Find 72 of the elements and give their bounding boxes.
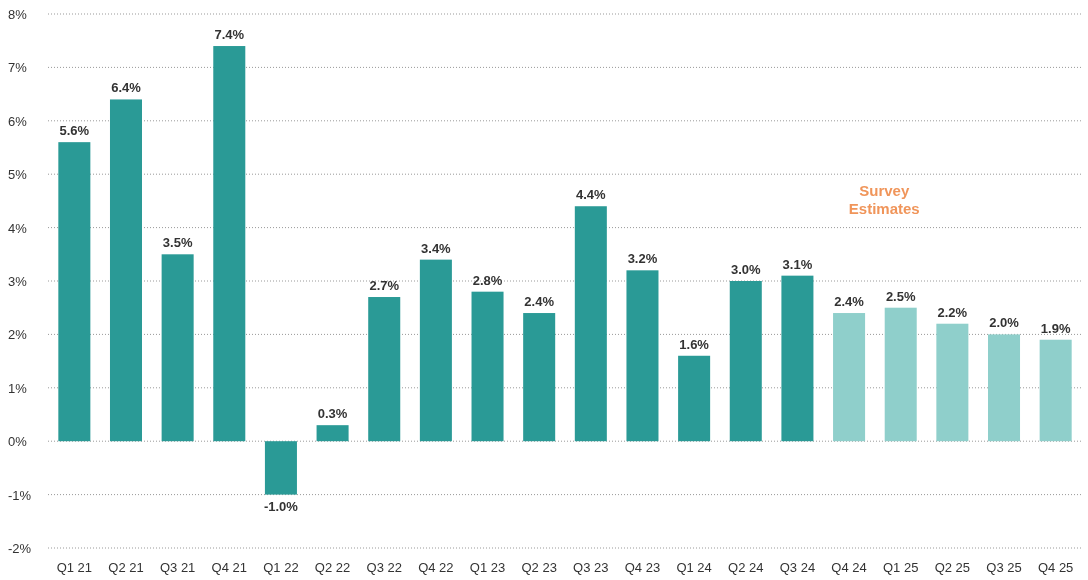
data-label: 0.3% xyxy=(317,406,348,422)
y-tick-label: 7% xyxy=(8,60,28,76)
bar xyxy=(264,441,297,495)
x-tick-label: Q3 25 xyxy=(986,560,1022,575)
data-label: 1.6% xyxy=(679,336,710,352)
data-label: 2.0% xyxy=(989,315,1020,331)
x-tick-label: Q3 24 xyxy=(779,560,816,575)
data-label: 1.9% xyxy=(1040,320,1071,336)
bar xyxy=(833,313,866,442)
bar xyxy=(213,46,246,442)
y-tick-label: -1% xyxy=(8,487,32,503)
data-label: 2.4% xyxy=(524,294,555,310)
x-tick-label: Q4 21 xyxy=(211,560,247,575)
y-tick-label: 5% xyxy=(8,167,28,183)
y-tick-label: -2% xyxy=(8,541,32,556)
x-tick-label: Q2 22 xyxy=(314,560,351,575)
x-tick-label: Q4 25 xyxy=(1037,560,1074,575)
y-tick-label: 8% xyxy=(8,7,28,22)
annotation: Survey Estimates xyxy=(848,181,920,217)
data-label: 3.4% xyxy=(421,240,452,256)
data-label: 2.7% xyxy=(369,278,400,294)
y-tick-label: 1% xyxy=(8,380,28,396)
bar xyxy=(626,270,659,442)
bar xyxy=(574,206,607,442)
data-label: 3.5% xyxy=(162,235,193,251)
data-label: 5.6% xyxy=(59,123,90,139)
x-tick-label: Q3 23 xyxy=(573,560,609,575)
x-tick-label: Q4 22 xyxy=(418,560,454,575)
bar xyxy=(523,313,556,442)
data-label: 7.4% xyxy=(214,27,245,43)
data-label: 2.5% xyxy=(885,288,916,304)
y-tick-label: 2% xyxy=(8,327,28,343)
x-tick-label: Q1 24 xyxy=(676,560,712,575)
data-label: 2.2% xyxy=(937,304,968,320)
bar xyxy=(729,281,762,442)
x-tick-label: Q2 25 xyxy=(934,560,971,575)
bar xyxy=(368,297,401,442)
data-label: 3.2% xyxy=(627,251,658,267)
x-tick-label: Q2 23 xyxy=(521,560,557,575)
x-tick-label: Q4 23 xyxy=(624,560,661,575)
bar xyxy=(781,275,814,442)
x-tick-label: Q1 23 xyxy=(469,560,506,575)
bar xyxy=(678,355,711,442)
bar xyxy=(884,307,917,442)
data-label: 3.1% xyxy=(782,256,813,272)
data-label: 2.4% xyxy=(834,294,865,310)
x-tick-label: Q2 24 xyxy=(728,560,764,575)
data-label: 6.4% xyxy=(111,80,142,96)
bar xyxy=(419,259,452,442)
bar xyxy=(936,323,969,442)
x-tick-label: Q1 21 xyxy=(56,560,93,575)
y-tick-label: 4% xyxy=(8,220,28,236)
x-tick-label: Q1 25 xyxy=(883,560,919,575)
y-tick-label: 0% xyxy=(8,434,28,450)
bar xyxy=(988,334,1021,442)
bar xyxy=(316,425,349,442)
bar xyxy=(471,291,504,442)
y-tick-label: 6% xyxy=(8,113,28,129)
x-tick-label: Q1 22 xyxy=(263,560,299,575)
bar xyxy=(1039,339,1072,442)
bar xyxy=(161,254,194,442)
bar xyxy=(58,142,91,442)
data-label: 3.0% xyxy=(730,262,762,277)
y-tick-label: 3% xyxy=(8,274,28,289)
data-label: -1.0% xyxy=(263,498,299,514)
data-label: 4.4% xyxy=(576,187,607,203)
x-tick-label: Q2 21 xyxy=(108,560,144,575)
x-tick-label: Q3 21 xyxy=(159,560,196,575)
data-label: 2.8% xyxy=(472,272,503,288)
x-tick-label: Q4 24 xyxy=(831,560,867,575)
bar xyxy=(109,99,142,442)
x-tick-label: Q3 22 xyxy=(366,560,402,575)
